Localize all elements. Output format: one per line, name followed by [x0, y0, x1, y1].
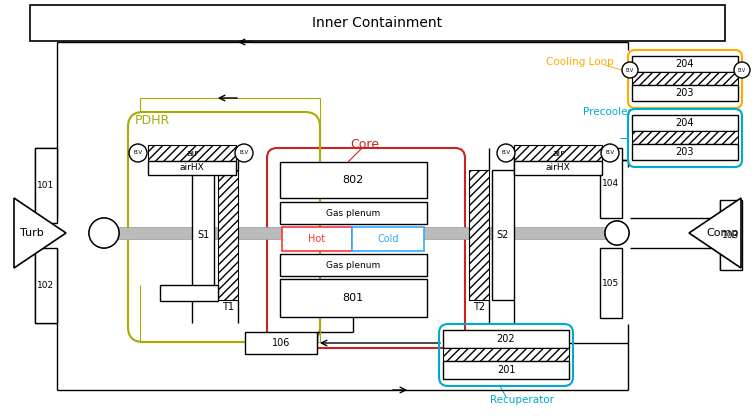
Polygon shape — [689, 198, 741, 268]
Bar — [245, 332, 317, 354]
Bar — [632, 144, 738, 160]
Bar — [514, 161, 602, 175]
Text: Precooler: Precooler — [583, 107, 631, 117]
Text: air: air — [552, 149, 564, 158]
Text: 201: 201 — [497, 365, 515, 375]
Bar — [492, 170, 514, 300]
Bar — [282, 227, 352, 251]
Text: Turb: Turb — [20, 228, 44, 238]
Text: 802: 802 — [342, 175, 364, 185]
Text: T2: T2 — [473, 302, 485, 312]
Bar — [35, 248, 57, 323]
Bar — [104, 227, 617, 239]
Bar — [600, 248, 622, 318]
Text: Comp: Comp — [707, 228, 739, 238]
Text: T1: T1 — [222, 302, 234, 312]
Text: airHX: airHX — [546, 163, 570, 173]
Text: Gas plenum: Gas plenum — [326, 208, 380, 218]
Bar — [148, 161, 236, 175]
Text: S1: S1 — [197, 230, 209, 240]
Text: 203: 203 — [676, 147, 695, 157]
Bar — [35, 148, 57, 223]
Bar — [443, 348, 569, 361]
Circle shape — [89, 218, 119, 248]
Text: 102: 102 — [38, 280, 54, 290]
Text: 101: 101 — [38, 181, 54, 190]
Bar — [160, 285, 218, 301]
Bar — [218, 170, 238, 300]
Text: 203: 203 — [676, 88, 695, 98]
Bar — [280, 202, 427, 224]
Text: 204: 204 — [676, 118, 695, 128]
Text: Inner Containment: Inner Containment — [312, 16, 442, 30]
Bar — [148, 145, 236, 161]
Text: PDHR: PDHR — [134, 114, 170, 126]
Text: air: air — [186, 149, 198, 158]
Text: B.V: B.V — [239, 151, 248, 156]
Bar — [443, 330, 569, 348]
Text: Cold: Cold — [378, 234, 399, 244]
Bar — [352, 227, 424, 251]
Polygon shape — [14, 198, 66, 268]
Text: Gas plenum: Gas plenum — [326, 260, 380, 270]
Circle shape — [129, 144, 147, 162]
Text: 106: 106 — [272, 338, 290, 348]
Text: 801: 801 — [343, 293, 364, 303]
Circle shape — [497, 144, 515, 162]
Text: B.V: B.V — [134, 151, 143, 156]
Bar — [280, 279, 427, 317]
Bar — [469, 170, 489, 300]
Text: B.V: B.V — [606, 151, 615, 156]
Circle shape — [605, 221, 629, 245]
Text: 104: 104 — [602, 178, 620, 188]
Text: Hot: Hot — [309, 234, 325, 244]
Text: Recuperator: Recuperator — [490, 395, 554, 405]
Bar — [632, 56, 738, 72]
Text: S2: S2 — [497, 230, 509, 240]
Text: B.V: B.V — [626, 67, 634, 72]
Text: 202: 202 — [497, 334, 516, 344]
Text: 204: 204 — [676, 59, 695, 69]
Text: Cooling Loop: Cooling Loop — [546, 57, 614, 67]
Text: 105: 105 — [602, 278, 620, 287]
Circle shape — [622, 62, 638, 78]
Text: B.V: B.V — [738, 67, 746, 72]
Bar — [443, 361, 569, 379]
Text: 103: 103 — [723, 230, 740, 240]
Bar — [30, 5, 725, 41]
Circle shape — [89, 218, 119, 248]
Bar — [632, 72, 738, 85]
Bar — [720, 200, 742, 270]
Text: Core: Core — [350, 138, 380, 151]
Circle shape — [734, 62, 750, 78]
Bar — [192, 170, 214, 300]
Bar — [280, 254, 427, 276]
Bar — [632, 131, 738, 144]
Circle shape — [601, 144, 619, 162]
Bar — [632, 85, 738, 101]
Bar — [280, 162, 427, 198]
Text: airHX: airHX — [180, 163, 205, 173]
Circle shape — [235, 144, 253, 162]
Bar — [514, 145, 602, 161]
Bar — [632, 115, 738, 131]
Text: B.V: B.V — [501, 151, 510, 156]
Bar — [600, 148, 622, 218]
Circle shape — [605, 221, 629, 245]
